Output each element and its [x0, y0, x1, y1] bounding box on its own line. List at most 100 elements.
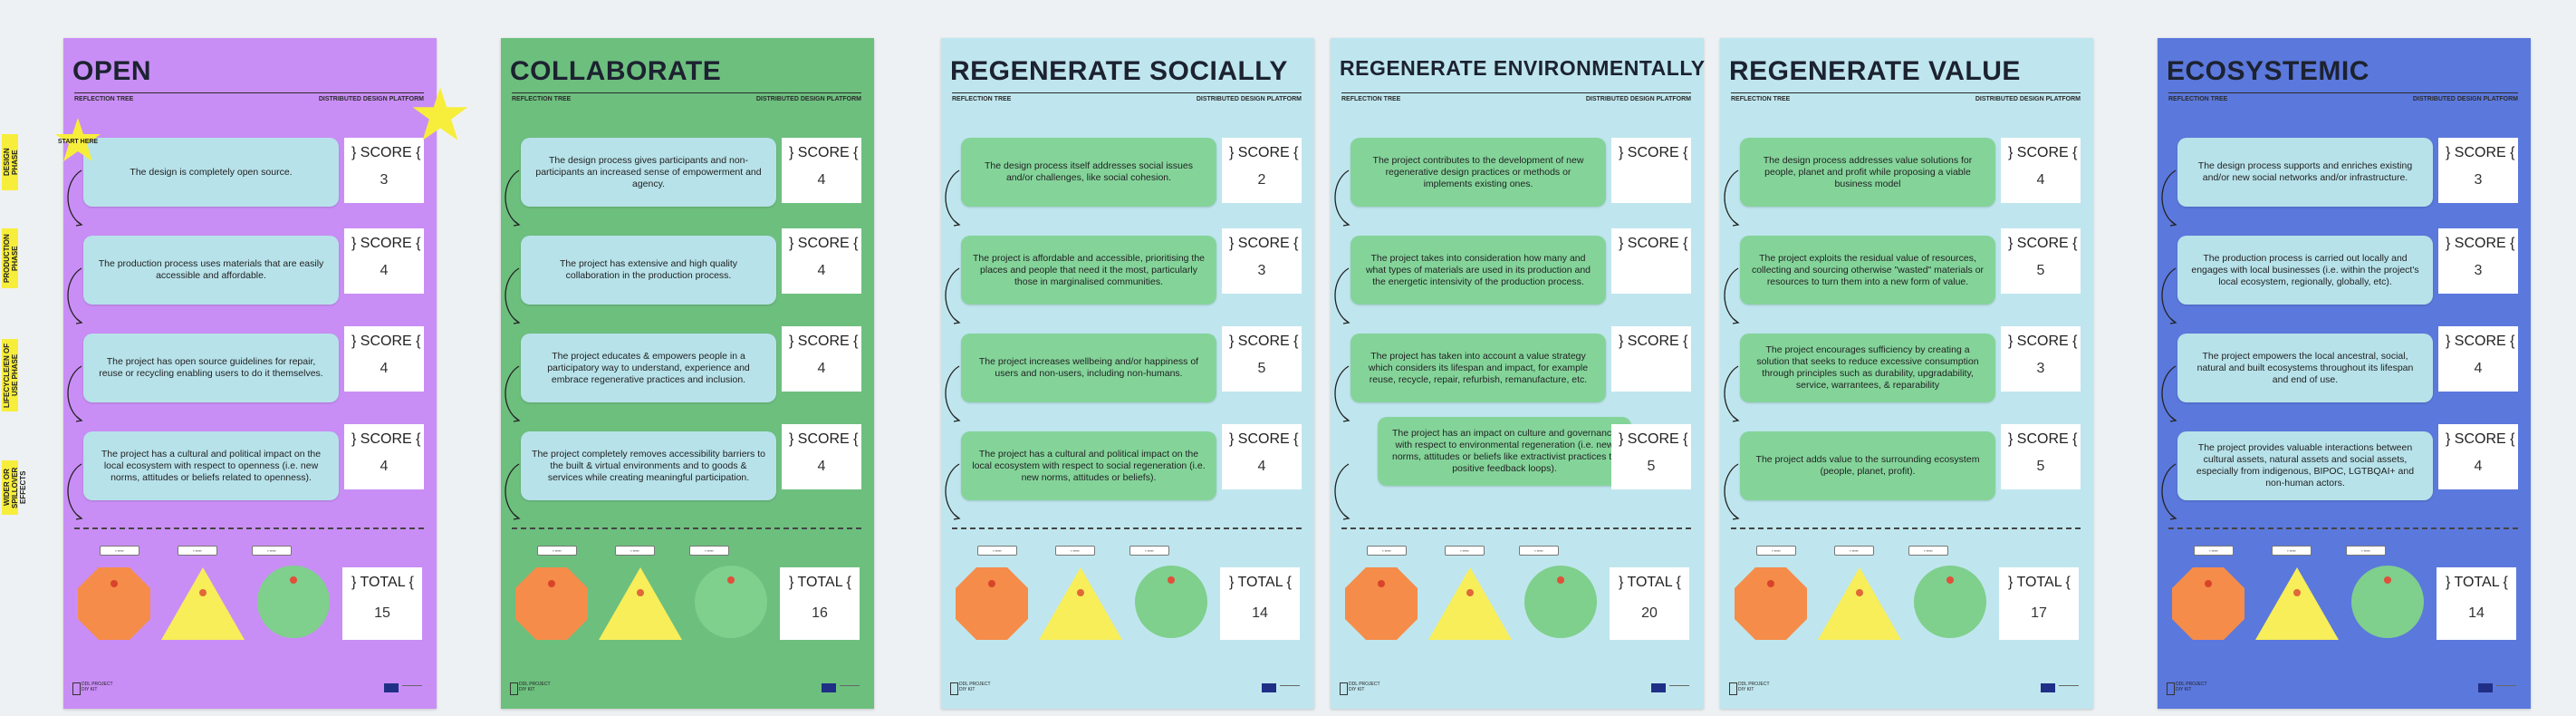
- score-box[interactable]: } SCORE {: [1611, 138, 1691, 203]
- score-box[interactable]: } SCORE {: [1611, 228, 1691, 294]
- question-card[interactable]: The project adds value to the surroundin…: [1740, 431, 1995, 500]
- score-value: 5: [2036, 459, 2045, 474]
- flow-arrow-head: [1342, 416, 1350, 422]
- score-box[interactable]: } SCORE {5: [2001, 424, 2081, 489]
- score-box[interactable]: } SCORE {3: [2438, 138, 2518, 203]
- question-card[interactable]: The design process addresses value solut…: [1740, 138, 1995, 207]
- circle-shape: [1524, 566, 1597, 638]
- question-card[interactable]: The project has taken into account a val…: [1350, 334, 1606, 402]
- question-card[interactable]: The project takes into consideration how…: [1350, 236, 1606, 305]
- score-value: 4: [1257, 459, 1266, 474]
- legend-chip: ▪ ▪▪▪▪▪: [537, 546, 577, 556]
- score-box[interactable]: } SCORE {5: [1611, 424, 1691, 489]
- neutral-face-icon: [1856, 589, 1863, 596]
- legend-chip: ▪ ▪▪▪▪▪: [1445, 546, 1485, 556]
- score-box[interactable]: } SCORE {4: [782, 326, 861, 392]
- ddl-logo: DDL PROJECT DIY KIT: [1729, 682, 1774, 696]
- score-box[interactable]: } SCORE {4: [2001, 138, 2081, 203]
- score-box[interactable]: } SCORE {4: [344, 424, 424, 489]
- legend-chip: ▪ ▪▪▪▪▪: [1055, 546, 1095, 556]
- total-box[interactable]: } TOTAL {16: [780, 567, 860, 640]
- score-label: } SCORE {: [2008, 334, 2078, 349]
- ddl-logo: DDL PROJECT DIY KIT: [72, 682, 118, 696]
- triangle-fill: [2255, 567, 2339, 640]
- question-card[interactable]: The project provides valuable interactio…: [2177, 431, 2433, 500]
- question-card[interactable]: The project has an impact on culture and…: [1378, 417, 1631, 486]
- score-box[interactable]: } SCORE {: [1611, 326, 1691, 392]
- total-box[interactable]: } TOTAL {14: [2437, 567, 2516, 640]
- flow-arrow-head: [1732, 220, 1740, 227]
- score-box[interactable]: } SCORE {5: [2001, 228, 2081, 294]
- question-card[interactable]: The project exploits the residual value …: [1740, 236, 1995, 305]
- total-box[interactable]: } TOTAL {17: [1999, 567, 2079, 640]
- score-box[interactable]: } SCORE {4: [782, 228, 861, 294]
- score-label: } SCORE {: [789, 236, 859, 251]
- question-card[interactable]: The project has a cultural and political…: [83, 431, 339, 500]
- question-card[interactable]: The project increases wellbeing and/or h…: [961, 334, 1216, 402]
- score-box[interactable]: } SCORE {4: [1222, 424, 1302, 489]
- flow-arrow-line: [2161, 267, 2177, 324]
- start-star-shape: [55, 118, 101, 161]
- score-box[interactable]: } SCORE {4: [782, 138, 861, 203]
- score-box[interactable]: } SCORE {4: [344, 326, 424, 392]
- score-box[interactable]: } SCORE {3: [344, 138, 424, 203]
- score-value: 4: [817, 361, 826, 376]
- question-card[interactable]: The design is completely open source.: [83, 138, 339, 207]
- phase-label-design: DESIGN PHASE: [2, 134, 19, 190]
- question-card[interactable]: The project empowers the local ancestral…: [2177, 334, 2433, 402]
- question-card[interactable]: The project contributes to the developme…: [1350, 138, 1606, 207]
- flow-arrow-line: [1334, 463, 1350, 519]
- flow-arrow-head: [2169, 318, 2177, 324]
- total-box[interactable]: } TOTAL {15: [342, 567, 422, 640]
- score-box[interactable]: } SCORE {4: [782, 424, 861, 489]
- panel-subheader: REFLECTION TREE DISTRIBUTED DESIGN PLATFO…: [74, 92, 424, 104]
- question-card[interactable]: The production process is carried out lo…: [2177, 236, 2433, 305]
- total-box[interactable]: } TOTAL {14: [1220, 567, 1300, 640]
- total-value: 14: [2468, 605, 2485, 621]
- circle-fill: [257, 566, 330, 638]
- score-box[interactable]: } SCORE {3: [2438, 228, 2518, 294]
- score-box[interactable]: } SCORE {3: [2001, 326, 2081, 392]
- flow-arrow-head: [953, 514, 961, 520]
- question-card[interactable]: The project has a cultural and political…: [961, 431, 1216, 500]
- flow-arrow: [945, 267, 961, 324]
- angry-face-icon: [2205, 580, 2212, 587]
- question-card[interactable]: The design process supports and enriches…: [2177, 138, 2433, 207]
- flow-arrow-line: [505, 365, 520, 421]
- score-box[interactable]: } SCORE {2: [1222, 138, 1302, 203]
- legend-chip: ▪ ▪▪▪▪▪: [1908, 546, 1948, 556]
- score-box[interactable]: } SCORE {5: [1222, 326, 1302, 392]
- question-card[interactable]: The design process itself addresses soci…: [961, 138, 1216, 207]
- flow-arrow-line: [1334, 365, 1350, 421]
- question-card[interactable]: The project has extensive and high quali…: [521, 236, 776, 305]
- flow-arrow-head: [1342, 514, 1350, 520]
- legend-chip: ▪ ▪▪▪▪▪: [1834, 546, 1874, 556]
- question-card[interactable]: The design process gives participants an…: [521, 138, 776, 207]
- question-card[interactable]: The production process uses materials th…: [83, 236, 339, 305]
- distributed-design-platform-label: DISTRIBUTED DESIGN PLATFORM: [755, 96, 861, 102]
- panel-title: REGENERATE VALUE: [1729, 56, 2021, 86]
- legend-chip: ▪ ▪▪▪▪▪: [178, 546, 217, 556]
- question-card[interactable]: The project is affordable and accessible…: [961, 236, 1216, 305]
- octagon-shape: [78, 567, 150, 640]
- flow-arrow-head: [953, 416, 961, 422]
- flow-arrow-line: [1724, 365, 1739, 421]
- score-box[interactable]: } SCORE {3: [1222, 228, 1302, 294]
- legend-chip: ▪ ▪▪▪▪▪: [1756, 546, 1796, 556]
- total-label: } TOTAL {: [1619, 575, 1681, 590]
- total-box[interactable]: } TOTAL { 20: [1610, 567, 1689, 640]
- question-card[interactable]: The project educates & empowers people i…: [521, 334, 776, 402]
- question-card[interactable]: The project has open source guidelines f…: [83, 334, 339, 402]
- distributed-design-platform-label: DISTRIBUTED DESIGN PLATFORM: [1196, 96, 1302, 102]
- score-box[interactable]: } SCORE {4: [344, 228, 424, 294]
- score-box[interactable]: } SCORE {4: [2438, 424, 2518, 489]
- flow-arrow-line: [1724, 463, 1739, 519]
- question-card[interactable]: The project encourages sufficiency by cr…: [1740, 334, 1995, 402]
- total-value: 20: [1641, 605, 1658, 621]
- score-box[interactable]: } SCORE {4: [2438, 326, 2518, 392]
- eu-flag-icon: [1262, 683, 1276, 692]
- flow-arrow: [67, 267, 83, 324]
- question-card[interactable]: The project completely removes accessibi…: [521, 431, 776, 500]
- happy-face-icon: [290, 576, 297, 584]
